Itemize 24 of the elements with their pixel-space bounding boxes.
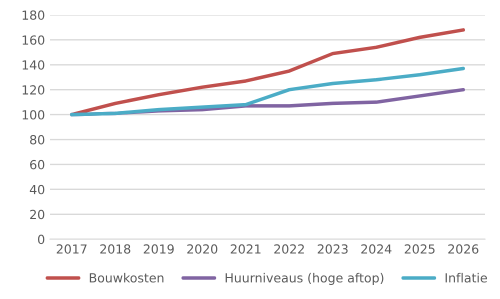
y-tick-label: 100	[22, 110, 44, 120]
y-tick-label: 80	[30, 135, 44, 144]
x-tick-label: 2023	[318, 244, 348, 254]
y-tick-label: 20	[30, 210, 44, 220]
x-tick-label: 2021	[230, 244, 260, 254]
legend-label: Huurniveaus (hoge aftop)	[226, 272, 384, 285]
y-tick-label: 120	[22, 85, 44, 95]
line-series	[70, 66, 465, 116]
y-tick-label: 160	[22, 35, 44, 45]
y-tick-label: 40	[30, 184, 44, 194]
x-tick-label: 2020	[187, 244, 218, 254]
y-tick-label: 0	[38, 234, 44, 244]
x-tick-label: 2024	[361, 244, 392, 254]
y-tick-label: 140	[22, 60, 44, 70]
legend-label: Bouwkosten	[90, 272, 164, 283]
x-tick-label: 2019	[144, 244, 174, 254]
x-tick-label: 2022	[274, 244, 304, 254]
x-tick-label: 2018	[100, 244, 130, 254]
x-tick-label: 2017	[56, 244, 87, 254]
x-tick-label: 2025	[404, 244, 435, 254]
y-tick-label: 180	[22, 10, 44, 20]
legend-label: Inflatie	[446, 272, 487, 283]
y-tick-label: 60	[30, 160, 44, 170]
x-tick-label: 2026	[448, 244, 478, 254]
